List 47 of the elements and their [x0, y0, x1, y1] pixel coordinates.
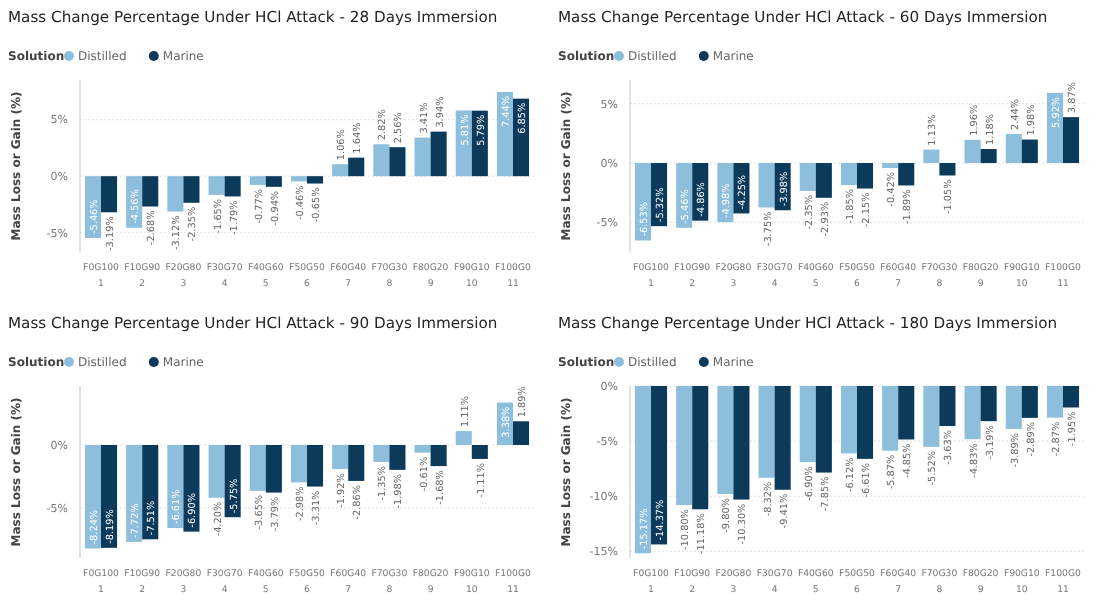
bar: [307, 176, 324, 184]
bar: [455, 430, 472, 445]
bar: [142, 176, 159, 207]
bar: [208, 176, 225, 195]
bar: [512, 420, 530, 445]
bar: [142, 444, 159, 539]
bar: [307, 444, 324, 486]
bar: [923, 149, 940, 164]
bar: [1062, 117, 1080, 164]
bar: [471, 444, 488, 458]
bar: [799, 163, 816, 191]
bar: [290, 176, 307, 182]
bar: [414, 137, 431, 177]
bar: [265, 444, 282, 492]
bar: [348, 444, 365, 480]
bar: [857, 163, 874, 189]
bar: [1021, 139, 1038, 164]
bar: [332, 164, 349, 177]
bar: [332, 444, 349, 469]
bar: [183, 176, 200, 203]
bar: [249, 176, 266, 185]
bar: [964, 139, 981, 164]
bar: [840, 163, 857, 185]
bar: [898, 163, 915, 186]
bar: [126, 444, 143, 541]
bar: [167, 176, 184, 212]
bar: [882, 163, 899, 169]
bar: [348, 157, 365, 177]
bar: [389, 147, 406, 177]
bar: [249, 444, 266, 490]
bar: [815, 163, 832, 198]
bar: [430, 131, 447, 177]
bar: [430, 444, 447, 466]
bar: [758, 163, 775, 208]
bar: [939, 163, 956, 176]
bar: [224, 176, 241, 197]
bar: [101, 176, 118, 213]
bar: [980, 149, 997, 164]
bar: [414, 444, 431, 452]
bar: [373, 444, 390, 461]
bar: [373, 144, 390, 177]
bar: [290, 444, 307, 482]
bar: [1005, 134, 1022, 164]
bar: [208, 444, 225, 497]
bar: [389, 444, 406, 469]
bar: [265, 176, 282, 187]
bar: [101, 444, 118, 547]
